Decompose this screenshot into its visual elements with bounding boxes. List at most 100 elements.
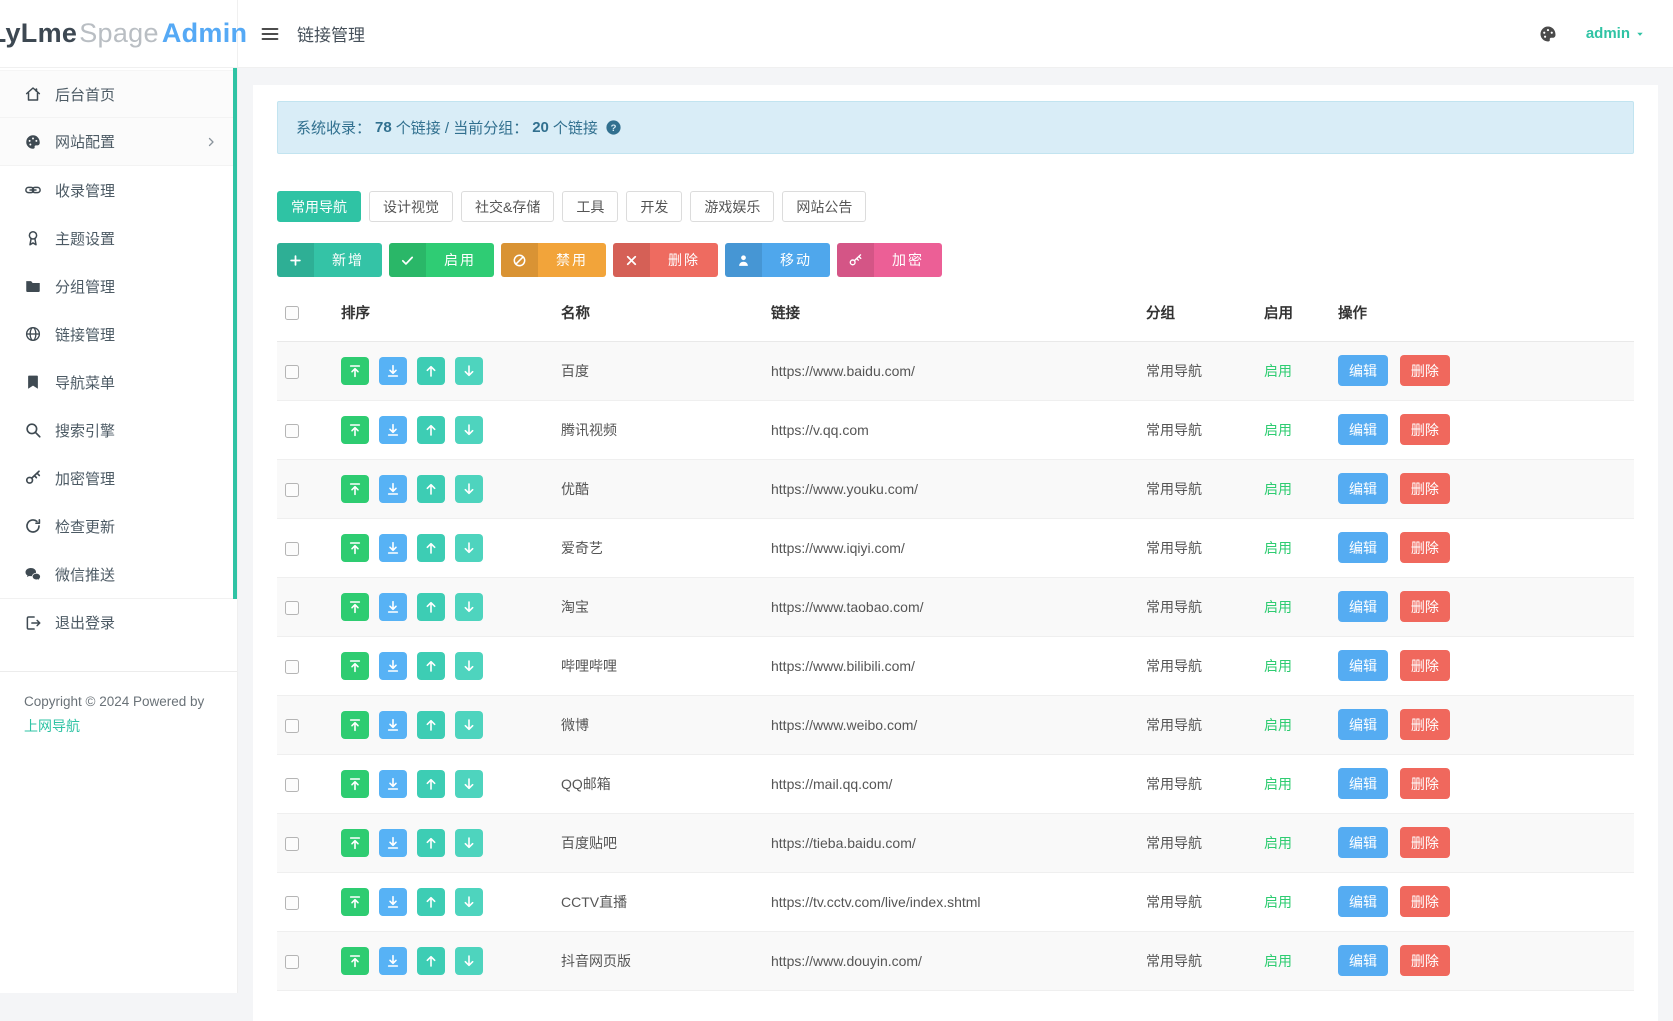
row-checkbox[interactable] bbox=[285, 955, 299, 969]
sidebar-scrollbar[interactable] bbox=[233, 68, 237, 599]
move-up-button[interactable] bbox=[417, 947, 445, 975]
tab-2[interactable]: 社交&存储 bbox=[461, 191, 554, 222]
powered-by-link[interactable]: 上网导航 bbox=[24, 718, 80, 734]
delete-button[interactable]: 删除 bbox=[1400, 650, 1450, 681]
sidebar-item-8[interactable]: 加密管理 bbox=[0, 454, 237, 502]
edit-button[interactable]: 编辑 bbox=[1338, 650, 1388, 681]
move-top-button[interactable] bbox=[341, 888, 369, 916]
move-down-button[interactable] bbox=[455, 416, 483, 444]
move-up-button[interactable] bbox=[417, 888, 445, 916]
edit-button[interactable]: 编辑 bbox=[1338, 414, 1388, 445]
edit-button[interactable]: 编辑 bbox=[1338, 473, 1388, 504]
move-up-button[interactable] bbox=[417, 475, 445, 503]
tab-0[interactable]: 常用导航 bbox=[277, 191, 361, 222]
edit-button[interactable]: 编辑 bbox=[1338, 709, 1388, 740]
move-down-button[interactable] bbox=[455, 888, 483, 916]
move-down-button[interactable] bbox=[455, 711, 483, 739]
delete-button[interactable]: 删除 bbox=[1400, 473, 1450, 504]
sidebar-item-5[interactable]: 链接管理 bbox=[0, 310, 237, 358]
theme-button[interactable] bbox=[1538, 24, 1558, 44]
move-top-button[interactable] bbox=[341, 829, 369, 857]
move-down-button[interactable] bbox=[455, 475, 483, 503]
menu-toggle-button[interactable] bbox=[260, 24, 280, 44]
row-checkbox[interactable] bbox=[285, 601, 299, 615]
delete-button[interactable]: 删除 bbox=[1400, 768, 1450, 799]
tab-6[interactable]: 网站公告 bbox=[782, 191, 866, 222]
move-down-button[interactable] bbox=[455, 593, 483, 621]
action-button-1[interactable]: 启用 bbox=[389, 243, 494, 277]
move-up-button[interactable] bbox=[417, 593, 445, 621]
move-bottom-button[interactable] bbox=[379, 829, 407, 857]
sidebar-item-6[interactable]: 导航菜单 bbox=[0, 358, 237, 406]
delete-button[interactable]: 删除 bbox=[1400, 709, 1450, 740]
action-button-4[interactable]: 移动 bbox=[725, 243, 830, 277]
move-up-button[interactable] bbox=[417, 416, 445, 444]
sidebar-item-3[interactable]: 主题设置 bbox=[0, 214, 237, 262]
move-down-button[interactable] bbox=[455, 947, 483, 975]
move-up-button[interactable] bbox=[417, 829, 445, 857]
move-top-button[interactable] bbox=[341, 593, 369, 621]
move-up-button[interactable] bbox=[417, 652, 445, 680]
move-down-button[interactable] bbox=[455, 357, 483, 385]
action-button-5[interactable]: 加密 bbox=[837, 243, 942, 277]
row-checkbox[interactable] bbox=[285, 542, 299, 556]
tab-4[interactable]: 开发 bbox=[626, 191, 682, 222]
delete-button[interactable]: 删除 bbox=[1400, 945, 1450, 976]
brand-logo[interactable]: LyLme Spage Admin bbox=[0, 0, 238, 67]
move-top-button[interactable] bbox=[341, 416, 369, 444]
move-down-button[interactable] bbox=[455, 534, 483, 562]
action-button-2[interactable]: 禁用 bbox=[501, 243, 606, 277]
sidebar-item-1[interactable]: 网站配置 bbox=[0, 118, 237, 166]
sidebar-item-0[interactable]: 后台首页 bbox=[0, 70, 237, 118]
help-button[interactable]: ? bbox=[605, 119, 622, 136]
sidebar-item-9[interactable]: 检查更新 bbox=[0, 502, 237, 550]
move-bottom-button[interactable] bbox=[379, 711, 407, 739]
delete-button[interactable]: 删除 bbox=[1400, 355, 1450, 386]
select-all-checkbox[interactable] bbox=[285, 306, 299, 320]
move-top-button[interactable] bbox=[341, 534, 369, 562]
row-checkbox[interactable] bbox=[285, 719, 299, 733]
move-top-button[interactable] bbox=[341, 652, 369, 680]
row-checkbox[interactable] bbox=[285, 483, 299, 497]
delete-button[interactable]: 删除 bbox=[1400, 886, 1450, 917]
row-checkbox[interactable] bbox=[285, 778, 299, 792]
move-down-button[interactable] bbox=[455, 829, 483, 857]
sidebar-item-4[interactable]: 分组管理 bbox=[0, 262, 237, 310]
row-checkbox[interactable] bbox=[285, 837, 299, 851]
delete-button[interactable]: 删除 bbox=[1400, 414, 1450, 445]
move-bottom-button[interactable] bbox=[379, 888, 407, 916]
sidebar-item-10[interactable]: 微信推送 bbox=[0, 550, 237, 598]
move-top-button[interactable] bbox=[341, 475, 369, 503]
tab-3[interactable]: 工具 bbox=[562, 191, 618, 222]
sidebar-item-2[interactable]: 收录管理 bbox=[0, 166, 237, 214]
row-checkbox[interactable] bbox=[285, 896, 299, 910]
edit-button[interactable]: 编辑 bbox=[1338, 355, 1388, 386]
move-bottom-button[interactable] bbox=[379, 947, 407, 975]
row-checkbox[interactable] bbox=[285, 365, 299, 379]
delete-button[interactable]: 删除 bbox=[1400, 532, 1450, 563]
move-top-button[interactable] bbox=[341, 711, 369, 739]
edit-button[interactable]: 编辑 bbox=[1338, 886, 1388, 917]
delete-button[interactable]: 删除 bbox=[1400, 827, 1450, 858]
move-bottom-button[interactable] bbox=[379, 652, 407, 680]
move-up-button[interactable] bbox=[417, 770, 445, 798]
tab-5[interactable]: 游戏娱乐 bbox=[690, 191, 774, 222]
move-up-button[interactable] bbox=[417, 357, 445, 385]
tab-1[interactable]: 设计视觉 bbox=[369, 191, 453, 222]
move-up-button[interactable] bbox=[417, 711, 445, 739]
move-down-button[interactable] bbox=[455, 652, 483, 680]
move-top-button[interactable] bbox=[341, 770, 369, 798]
row-checkbox[interactable] bbox=[285, 424, 299, 438]
row-checkbox[interactable] bbox=[285, 660, 299, 674]
edit-button[interactable]: 编辑 bbox=[1338, 945, 1388, 976]
sidebar-item-11[interactable]: 退出登录 bbox=[0, 598, 237, 646]
move-bottom-button[interactable] bbox=[379, 416, 407, 444]
edit-button[interactable]: 编辑 bbox=[1338, 827, 1388, 858]
move-bottom-button[interactable] bbox=[379, 593, 407, 621]
edit-button[interactable]: 编辑 bbox=[1338, 591, 1388, 622]
move-up-button[interactable] bbox=[417, 534, 445, 562]
move-top-button[interactable] bbox=[341, 357, 369, 385]
move-bottom-button[interactable] bbox=[379, 534, 407, 562]
move-down-button[interactable] bbox=[455, 770, 483, 798]
move-bottom-button[interactable] bbox=[379, 770, 407, 798]
